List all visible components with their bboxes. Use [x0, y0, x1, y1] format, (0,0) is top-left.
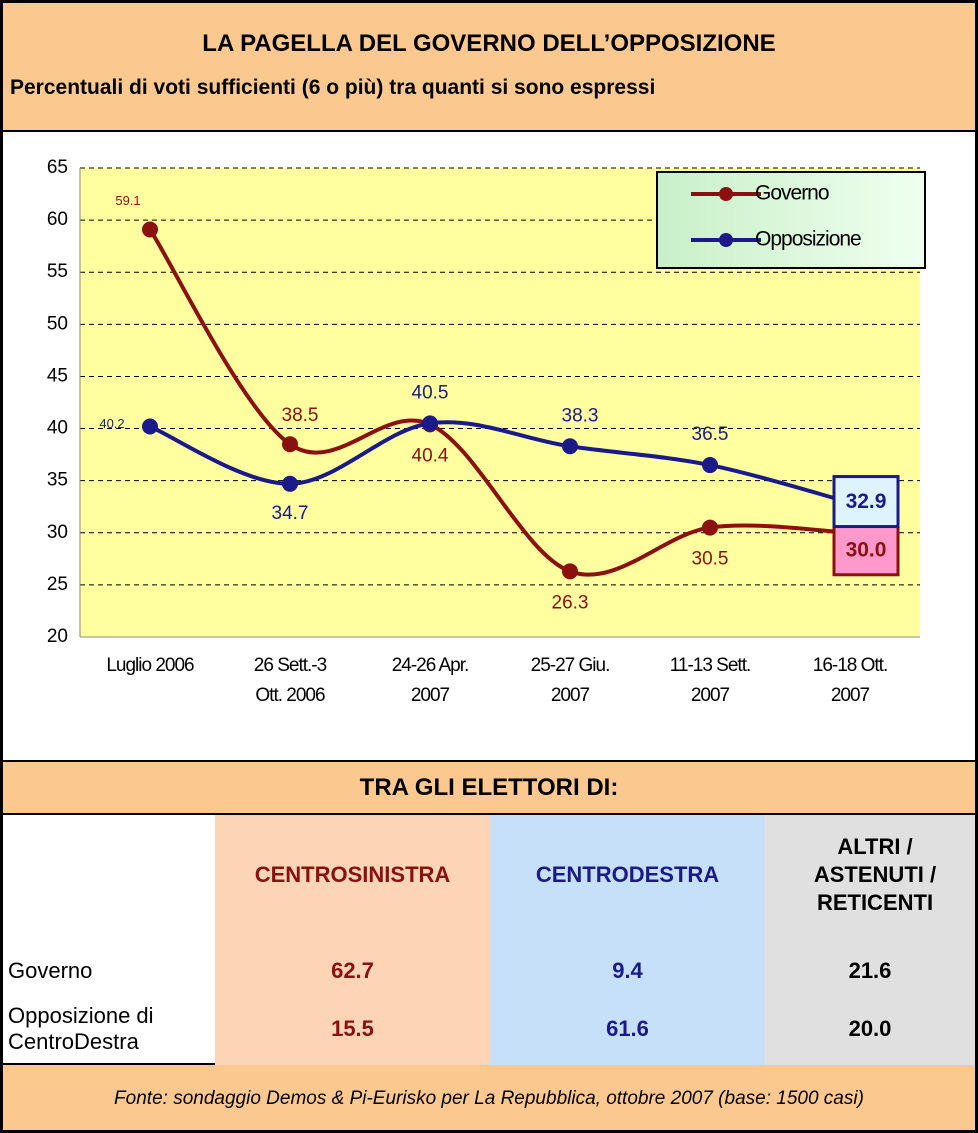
y-tick-label: 25 — [47, 574, 68, 595]
table-cell: 9.4 — [612, 958, 643, 983]
x-tick-label: 11-13 Sett. 2007 — [669, 655, 752, 706]
data-label: 40.2 — [99, 416, 124, 431]
column-header: CENTROSINISTRA — [254, 862, 451, 887]
legend-swatch — [719, 187, 733, 201]
table-cell: 21.6 — [848, 958, 892, 983]
point — [702, 457, 718, 474]
legend-swatch — [719, 233, 733, 247]
data-label-box — [832, 475, 900, 529]
x-tick-label: Luglio 2006 — [106, 655, 194, 676]
y-tick-label: 55 — [47, 261, 68, 282]
title: LA PAGELLA DEL GOVERNO DELL’OPPOSIZIONE — [202, 30, 776, 57]
column-band — [490, 815, 765, 1065]
data-label: 40.5 — [412, 382, 449, 403]
y-tick-label: 20 — [47, 626, 68, 647]
point — [702, 519, 718, 536]
y-tick-label: 35 — [47, 470, 68, 491]
data-label: 59.1 — [115, 193, 140, 208]
data-label: 40.4 — [412, 445, 449, 466]
column-band — [215, 815, 490, 1065]
row-label: Opposizione di CentroDestra — [8, 1003, 154, 1054]
source: Fonte: sondaggio Demos & Pi-Eurisko per … — [114, 1088, 864, 1109]
column-header: CENTRODESTRA — [535, 862, 720, 887]
data-label: 34.7 — [272, 503, 309, 524]
table-cell: 62.7 — [331, 958, 374, 983]
table-cell: 20.0 — [848, 1016, 892, 1041]
data-label: 30.5 — [692, 549, 729, 570]
data-label: 32.9 — [846, 490, 887, 513]
x-tick-label: 24-26 Apr. 2007 — [391, 655, 470, 706]
subtitle: Percentuali di voti sufficienti (6 o più… — [10, 76, 656, 99]
table-cell: 15.5 — [331, 1016, 374, 1041]
data-label: 38.3 — [562, 405, 599, 426]
point — [562, 563, 578, 580]
y-tick-label: 45 — [47, 365, 68, 386]
row-label: Governo — [8, 958, 93, 983]
table: CENTROSINISTRA CENTRODESTRA ALTRI / ASTENU… — [0, 815, 978, 1065]
x-tick-label: 25-27 Giu. 2007 — [530, 655, 611, 706]
y-tick-label: 30 — [47, 522, 68, 543]
data-label: 26.3 — [552, 592, 589, 613]
column-band — [765, 815, 975, 1065]
x-axis: Luglio 2006 26 Sett.-3 Ott. 2006 24-26 Apr… — [106, 655, 889, 706]
point — [282, 436, 298, 453]
point — [282, 475, 298, 492]
data-label: 30.0 — [846, 538, 887, 561]
y-tick-label: 40 — [47, 418, 68, 439]
legend-label: Opposizione — [755, 228, 861, 251]
point — [422, 415, 438, 432]
data-label: 38.5 — [282, 405, 319, 426]
table-title: TRA GLI ELETTORI DI: — [0, 762, 978, 815]
table-cell: 61.6 — [606, 1016, 649, 1041]
column-header: ALTRI / ASTENUTI / RETICENTI — [813, 834, 937, 915]
legend-label: Governo — [755, 182, 829, 205]
chart: 20 25 30 35 40 45 50 55 60 65 59.1 38.5 40.4 26.3 30.5… — [47, 157, 926, 647]
legend-box — [656, 171, 926, 269]
y-tick-label: 50 — [47, 313, 68, 334]
point — [562, 438, 578, 455]
series-line — [149, 420, 851, 505]
x-tick-label: 26 Sett.-3 Ott. 2006 — [253, 655, 327, 706]
data-label: 36.5 — [692, 424, 729, 445]
y-tick-label: 65 — [47, 157, 68, 178]
point — [142, 418, 158, 435]
point — [142, 221, 158, 238]
y-tick-label: 60 — [47, 209, 68, 230]
x-tick-label: 16-18 Ott. 2007 — [812, 655, 889, 706]
